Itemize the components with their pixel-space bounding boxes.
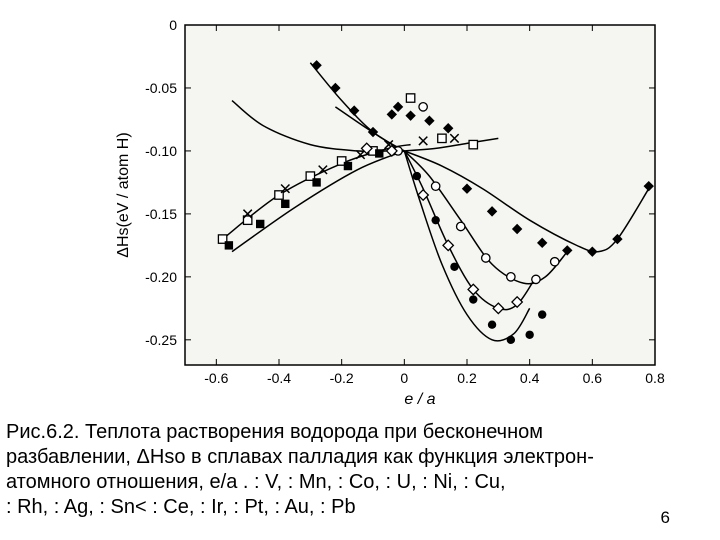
svg-text:-0.10: -0.10 xyxy=(145,143,177,159)
caption-line3: атомного отношения, e/a . : V, : Mn, : C… xyxy=(6,470,714,495)
svg-text:-0.05: -0.05 xyxy=(145,80,177,96)
svg-text:ΔHs(eV / atom H): ΔHs(eV / atom H) xyxy=(115,132,132,257)
svg-text:-0.25: -0.25 xyxy=(145,332,177,348)
caption-line4: : Rh, : Ag, : Sn< : Ce, : Ir, : Pt, : Au… xyxy=(6,495,714,520)
svg-text:e / a: e / a xyxy=(404,391,435,408)
svg-text:-0.20: -0.20 xyxy=(145,269,177,285)
svg-text:0.6: 0.6 xyxy=(583,370,603,386)
figure-caption: Рис.6.2. Теплота растворения водорода пр… xyxy=(6,420,714,520)
svg-text:-0.6: -0.6 xyxy=(204,370,228,386)
svg-text:0: 0 xyxy=(169,17,177,33)
svg-text:0.8: 0.8 xyxy=(645,370,665,386)
caption-line2: разбавлении, ΔHso в сплавах палладия как… xyxy=(6,445,714,470)
svg-text:-0.2: -0.2 xyxy=(330,370,354,386)
svg-text:-0.15: -0.15 xyxy=(145,206,177,222)
page-number: 6 xyxy=(661,508,670,528)
svg-text:0.4: 0.4 xyxy=(520,370,540,386)
caption-line1: Рис.6.2. Теплота растворения водорода пр… xyxy=(6,420,714,445)
chart-svg: -0.6-0.4-0.200.20.40.60.80-0.05-0.10-0.1… xyxy=(110,10,670,410)
svg-text:0.2: 0.2 xyxy=(457,370,477,386)
svg-text:0: 0 xyxy=(400,370,408,386)
chart: -0.6-0.4-0.200.20.40.60.80-0.05-0.10-0.1… xyxy=(110,10,670,410)
svg-text:-0.4: -0.4 xyxy=(267,370,291,386)
